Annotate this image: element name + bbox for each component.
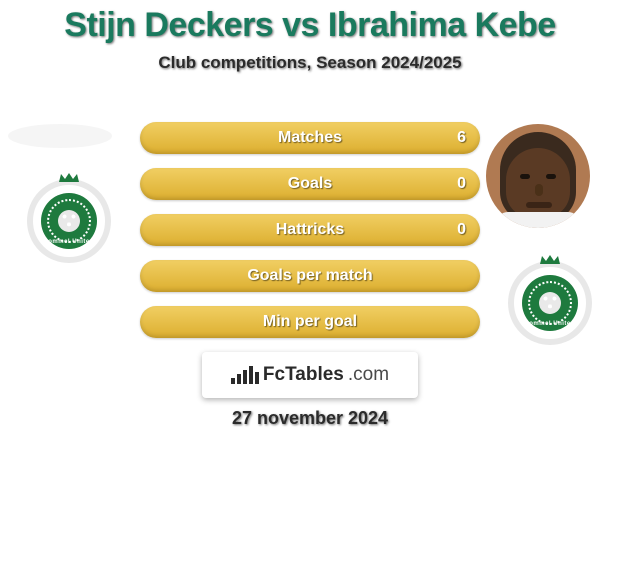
snapshot-date: 27 november 2024 (0, 408, 620, 429)
player-left-avatar-placeholder (8, 124, 112, 148)
crown-icon (58, 171, 80, 183)
branding-name: FcTables (263, 364, 344, 386)
club-name-label: Lommel United (522, 321, 578, 327)
comparison-title: Stijn Deckers vs Ibrahima Kebe (0, 0, 620, 45)
stat-value-right: 0 (457, 175, 466, 193)
comparison-subtitle: Club competitions, Season 2024/2025 (0, 53, 620, 73)
player-left-club-crest: Lommel United (20, 178, 118, 264)
branding-domain: .com (348, 364, 389, 386)
club-name-label: Lommel United (41, 239, 97, 245)
crown-icon (539, 253, 561, 265)
stat-label: Goals per match (247, 267, 372, 285)
player-face-icon (486, 124, 590, 228)
soccer-ball-icon (58, 210, 80, 232)
stat-row-goals-per-match: Goals per match (140, 260, 480, 292)
bar-chart-icon (231, 366, 259, 384)
stat-label: Goals (288, 175, 332, 193)
branding-label: FcTables.com (231, 364, 389, 386)
stat-row-hattricks: Hattricks 0 (140, 214, 480, 246)
club-crest-icon: Lommel United (508, 261, 592, 345)
branding-box[interactable]: FcTables.com (202, 352, 418, 398)
stat-value-right: 0 (457, 221, 466, 239)
stat-row-goals: Goals 0 (140, 168, 480, 200)
stat-label: Min per goal (263, 313, 357, 331)
stat-label: Hattricks (276, 221, 344, 239)
stat-row-min-per-goal: Min per goal (140, 306, 480, 338)
stat-label: Matches (278, 129, 342, 147)
player-right-avatar (486, 124, 590, 228)
stats-panel: Matches 6 Goals 0 Hattricks 0 Goals per … (140, 122, 480, 352)
player-right-club-crest: Lommel United (500, 260, 600, 346)
club-crest-icon: Lommel United (27, 179, 111, 263)
soccer-ball-icon (539, 292, 561, 314)
stat-value-right: 6 (457, 129, 466, 147)
stat-row-matches: Matches 6 (140, 122, 480, 154)
